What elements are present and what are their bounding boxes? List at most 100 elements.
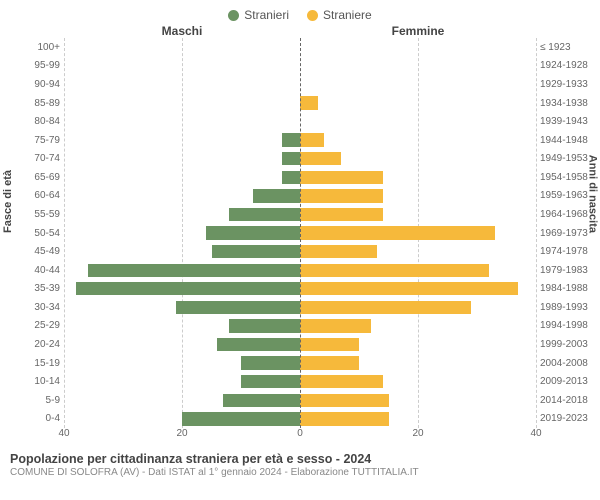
age-tick: 60-64 <box>10 187 60 206</box>
bar-male <box>76 282 300 295</box>
bar-male <box>88 264 300 277</box>
bar-row-female <box>300 94 536 113</box>
birthyear-tick: 1989-1993 <box>540 298 590 317</box>
age-tick: 40-44 <box>10 261 60 280</box>
column-title-right: Femmine <box>300 24 536 38</box>
bar-female <box>300 338 359 351</box>
bar-row-male <box>64 131 300 150</box>
bar-female <box>300 375 383 388</box>
birthyear-tick: 1929-1933 <box>540 75 590 94</box>
bar-row-female <box>300 168 536 187</box>
age-tick: 65-69 <box>10 168 60 187</box>
bar-row-female <box>300 242 536 261</box>
bar-male <box>229 319 300 332</box>
bar-row-female <box>300 57 536 76</box>
bar-male <box>282 133 300 146</box>
population-pyramid-chart: Stranieri Straniere Maschi Femmine Fasce… <box>0 0 600 500</box>
birthyear-tick: 1979-1983 <box>540 261 590 280</box>
birthyear-tick: 1959-1963 <box>540 187 590 206</box>
bar-female <box>300 226 495 239</box>
bar-row-male <box>64 75 300 94</box>
bar-row-female <box>300 112 536 131</box>
birthyear-tick: 2009-2013 <box>540 372 590 391</box>
age-tick: 30-34 <box>10 298 60 317</box>
birthyear-tick: 1949-1953 <box>540 149 590 168</box>
bar-row-male <box>64 38 300 57</box>
age-tick: 15-19 <box>10 354 60 373</box>
birthyear-tick: 2019-2023 <box>540 410 590 429</box>
bar-row-female <box>300 38 536 57</box>
birthyear-tick: 1939-1943 <box>540 112 590 131</box>
bar-female <box>300 356 359 369</box>
legend-swatch-female <box>307 10 318 21</box>
plot-area: Fasce di età Anni di nascita 100+95-9990… <box>10 38 590 428</box>
bar-row-female <box>300 335 536 354</box>
bar-male <box>282 152 300 165</box>
bar-row-female <box>300 391 536 410</box>
chart-subtitle: COMUNE DI SOLOFRA (AV) - Dati ISTAT al 1… <box>10 467 590 478</box>
age-tick: 90-94 <box>10 75 60 94</box>
bar-female <box>300 301 471 314</box>
bars-male <box>64 38 300 428</box>
bar-row-male <box>64 187 300 206</box>
x-tick: 40 <box>58 428 69 439</box>
bar-female <box>300 152 341 165</box>
legend: Stranieri Straniere <box>10 8 590 22</box>
bar-row-male <box>64 391 300 410</box>
gridline <box>536 38 537 428</box>
x-tick: 0 <box>297 428 303 439</box>
age-tick: 50-54 <box>10 224 60 243</box>
legend-swatch-male <box>228 10 239 21</box>
birthyear-tick: 1964-1968 <box>540 205 590 224</box>
column-titles: Maschi Femmine <box>10 24 590 38</box>
y-axis-left: 100+95-9990-9485-8980-8475-7970-7465-696… <box>10 38 64 428</box>
birthyear-tick: 1969-1973 <box>540 224 590 243</box>
bar-male <box>241 375 300 388</box>
bar-female <box>300 171 383 184</box>
age-tick: 75-79 <box>10 131 60 150</box>
bar-row-female <box>300 317 536 336</box>
birthyear-tick: 2014-2018 <box>540 391 590 410</box>
bar-male <box>253 189 300 202</box>
birthyear-tick: 1924-1928 <box>540 57 590 76</box>
chart-title: Popolazione per cittadinanza straniera p… <box>10 452 590 466</box>
bar-male <box>282 171 300 184</box>
bar-row-male <box>64 205 300 224</box>
bar-row-male <box>64 335 300 354</box>
bar-row-male <box>64 261 300 280</box>
birthyear-tick: 1954-1958 <box>540 168 590 187</box>
bar-row-female <box>300 261 536 280</box>
bar-male <box>176 301 300 314</box>
birthyear-tick: ≤ 1923 <box>540 38 590 57</box>
x-tick: 20 <box>412 428 423 439</box>
legend-item-female: Straniere <box>307 8 372 22</box>
age-tick: 10-14 <box>10 372 60 391</box>
bar-female <box>300 394 389 407</box>
bar-row-female <box>300 149 536 168</box>
birthyear-tick: 1994-1998 <box>540 317 590 336</box>
center-axis <box>300 38 301 428</box>
y-axis-left-label: Fasce di età <box>2 170 14 233</box>
bar-row-female <box>300 224 536 243</box>
bar-male <box>182 412 300 425</box>
age-tick: 95-99 <box>10 57 60 76</box>
chart-footer: Popolazione per cittadinanza straniera p… <box>10 452 590 478</box>
age-tick: 45-49 <box>10 242 60 261</box>
bar-row-female <box>300 410 536 429</box>
bar-male <box>206 226 300 239</box>
bar-row-female <box>300 280 536 299</box>
bar-male <box>223 394 300 407</box>
bar-row-female <box>300 187 536 206</box>
x-tick: 20 <box>176 428 187 439</box>
y-axis-right: ≤ 19231924-19281929-19331934-19381939-19… <box>536 38 590 428</box>
bar-row-female <box>300 354 536 373</box>
birthyear-tick: 1944-1948 <box>540 131 590 150</box>
bar-female <box>300 208 383 221</box>
bar-row-male <box>64 317 300 336</box>
bar-female <box>300 133 324 146</box>
age-tick: 100+ <box>10 38 60 57</box>
age-tick: 85-89 <box>10 94 60 113</box>
legend-item-male: Stranieri <box>228 8 289 22</box>
legend-label-male: Stranieri <box>244 8 289 22</box>
bar-female <box>300 245 377 258</box>
